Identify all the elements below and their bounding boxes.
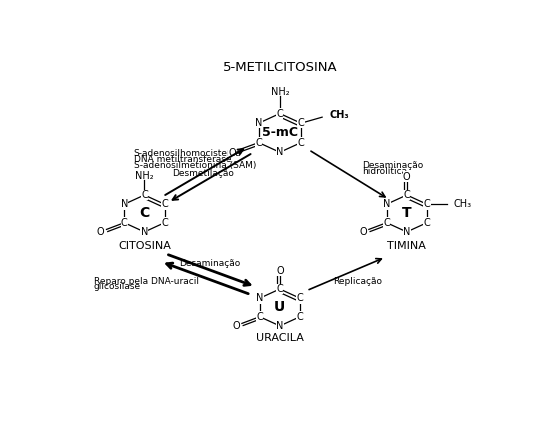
Text: C: C <box>424 218 430 228</box>
Text: S-adenosilmetionina (SAM): S-adenosilmetionina (SAM) <box>134 160 256 170</box>
Text: C: C <box>296 293 304 303</box>
Text: N: N <box>256 293 263 303</box>
Text: O: O <box>403 171 411 181</box>
Text: C: C <box>296 312 304 322</box>
Text: NH₂: NH₂ <box>135 171 154 181</box>
Text: C: C <box>424 199 430 209</box>
Text: N: N <box>383 199 390 209</box>
Text: Reparo pela DNA-uracil: Reparo pela DNA-uracil <box>94 277 199 286</box>
Text: 5-mC: 5-mC <box>262 126 298 140</box>
Text: C: C <box>403 190 410 200</box>
Text: T: T <box>402 207 412 221</box>
Text: N: N <box>255 118 262 128</box>
Text: CITOSINA: CITOSINA <box>118 242 171 252</box>
Text: O: O <box>232 321 240 331</box>
Text: C: C <box>383 218 390 228</box>
Text: N: N <box>121 199 128 209</box>
Text: N: N <box>403 227 411 237</box>
Text: DNA metiltransferase: DNA metiltransferase <box>134 155 232 164</box>
Text: N: N <box>276 321 283 331</box>
Text: Desaminação: Desaminação <box>363 161 424 170</box>
Text: Desaminação: Desaminação <box>180 259 241 268</box>
Text: hidrolítica: hidrolítica <box>363 167 407 176</box>
Text: glicosilase: glicosilase <box>94 282 141 291</box>
Text: N: N <box>141 227 148 237</box>
Text: CH₃: CH₃ <box>330 110 349 120</box>
Text: NH₂: NH₂ <box>270 87 289 97</box>
Text: U: U <box>274 300 286 314</box>
Text: O: O <box>276 266 283 276</box>
Text: URACILA: URACILA <box>256 334 304 344</box>
Text: C: C <box>276 109 283 119</box>
Text: C: C <box>256 138 262 148</box>
Text: S-adenosilhomocisteína: S-adenosilhomocisteína <box>134 149 242 157</box>
Text: O: O <box>97 227 104 237</box>
Text: Desmetilação: Desmetilação <box>172 169 234 178</box>
Text: C: C <box>141 190 148 200</box>
Text: C: C <box>298 118 304 128</box>
Text: C: C <box>298 138 304 148</box>
Text: TIMINA: TIMINA <box>387 242 426 252</box>
Text: N: N <box>276 147 283 157</box>
Text: Replicação: Replicação <box>334 277 383 286</box>
Text: O: O <box>359 227 367 237</box>
Text: C: C <box>256 312 263 322</box>
Text: C: C <box>139 207 150 221</box>
Text: C: C <box>276 284 283 294</box>
Text: C: C <box>161 199 168 209</box>
Text: CH₃: CH₃ <box>453 199 471 209</box>
Text: C: C <box>161 218 168 228</box>
Text: O: O <box>229 148 236 158</box>
Text: 5-METILCITOSINA: 5-METILCITOSINA <box>223 61 337 74</box>
Text: C: C <box>121 218 128 228</box>
